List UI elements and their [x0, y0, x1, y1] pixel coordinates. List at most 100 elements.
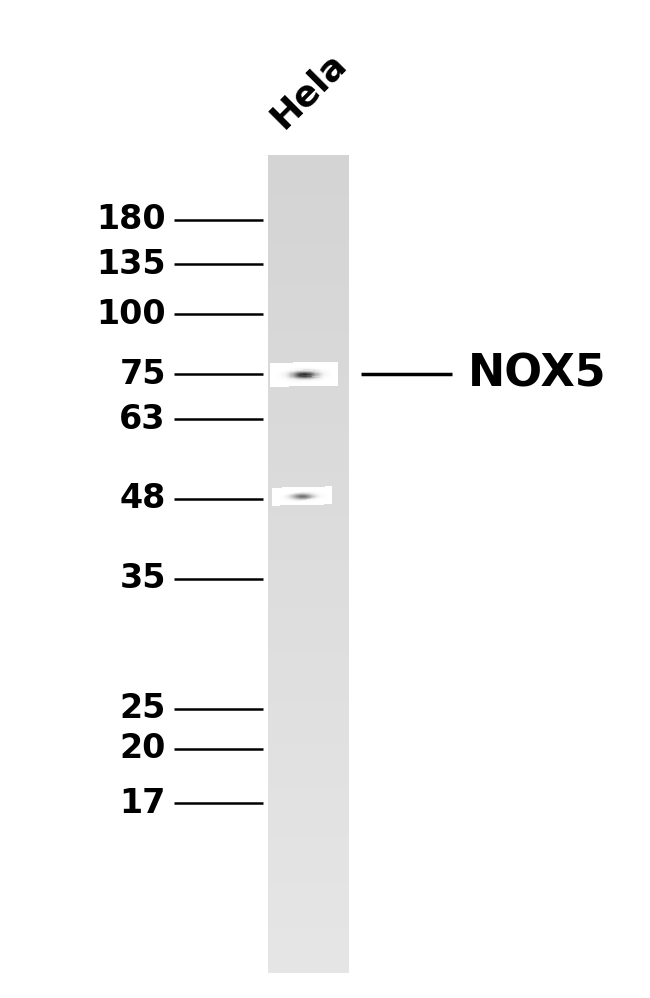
Bar: [314, 371, 315, 373]
Bar: [272, 383, 273, 384]
Bar: [268, 709, 350, 712]
Bar: [333, 364, 335, 365]
Bar: [268, 651, 350, 654]
Bar: [290, 366, 291, 367]
Bar: [323, 363, 324, 364]
Bar: [289, 367, 290, 368]
Bar: [268, 553, 350, 556]
Bar: [337, 383, 338, 384]
Bar: [333, 361, 335, 363]
Bar: [324, 369, 326, 370]
Bar: [305, 376, 306, 378]
Bar: [268, 321, 350, 323]
Bar: [268, 918, 350, 921]
Bar: [268, 364, 350, 367]
Bar: [324, 375, 326, 376]
Bar: [277, 365, 278, 366]
Bar: [268, 687, 350, 690]
Bar: [272, 364, 273, 365]
Bar: [268, 809, 350, 812]
Bar: [309, 370, 311, 371]
Bar: [323, 366, 324, 368]
Bar: [297, 379, 298, 380]
Bar: [317, 385, 318, 386]
Bar: [332, 384, 333, 385]
Bar: [298, 378, 299, 379]
Bar: [291, 366, 292, 367]
Bar: [303, 376, 304, 378]
Bar: [327, 369, 328, 370]
Bar: [286, 385, 287, 386]
Bar: [268, 723, 350, 725]
Bar: [292, 381, 294, 383]
Bar: [326, 371, 327, 372]
Bar: [268, 485, 350, 487]
Bar: [280, 371, 281, 372]
Bar: [277, 371, 278, 372]
Bar: [289, 363, 290, 365]
Bar: [268, 245, 350, 248]
Bar: [330, 378, 332, 380]
Bar: [322, 368, 323, 369]
Bar: [313, 375, 314, 376]
Bar: [332, 371, 333, 372]
Bar: [268, 419, 350, 422]
Bar: [328, 377, 329, 378]
Bar: [287, 376, 288, 377]
Bar: [320, 373, 321, 374]
Bar: [279, 380, 280, 382]
Bar: [328, 369, 329, 370]
Bar: [299, 385, 300, 386]
Bar: [289, 368, 290, 369]
Bar: [312, 377, 313, 379]
Bar: [335, 367, 336, 369]
Bar: [307, 385, 309, 386]
Bar: [268, 436, 350, 438]
Bar: [312, 374, 313, 375]
Bar: [300, 381, 302, 382]
Bar: [335, 384, 336, 385]
Bar: [281, 376, 282, 377]
Bar: [268, 880, 350, 883]
Bar: [291, 373, 292, 374]
Bar: [315, 373, 317, 374]
Bar: [270, 383, 271, 384]
Bar: [268, 872, 350, 875]
Bar: [268, 773, 350, 776]
Bar: [303, 381, 304, 382]
Bar: [300, 366, 302, 367]
Bar: [309, 376, 311, 377]
Bar: [268, 460, 350, 463]
Bar: [304, 363, 305, 364]
Bar: [335, 379, 337, 381]
Bar: [276, 367, 277, 369]
Bar: [335, 371, 337, 372]
Bar: [299, 381, 300, 382]
Bar: [268, 894, 350, 896]
Bar: [268, 384, 350, 386]
Bar: [304, 367, 305, 368]
Bar: [268, 902, 350, 905]
Bar: [268, 771, 350, 773]
Bar: [277, 376, 278, 377]
Bar: [300, 369, 302, 370]
Bar: [333, 365, 335, 366]
Bar: [321, 365, 322, 366]
Bar: [290, 371, 291, 372]
Bar: [277, 370, 278, 371]
Bar: [286, 364, 287, 365]
Bar: [333, 381, 335, 382]
Bar: [337, 375, 338, 376]
Bar: [313, 368, 314, 369]
Bar: [291, 371, 292, 372]
Bar: [273, 379, 274, 381]
Text: 17: 17: [120, 786, 166, 820]
Bar: [279, 364, 280, 365]
Bar: [337, 373, 338, 375]
Bar: [320, 381, 321, 382]
Bar: [289, 383, 290, 384]
Bar: [311, 383, 312, 385]
Bar: [286, 365, 287, 366]
Bar: [274, 373, 276, 375]
Bar: [270, 384, 271, 385]
